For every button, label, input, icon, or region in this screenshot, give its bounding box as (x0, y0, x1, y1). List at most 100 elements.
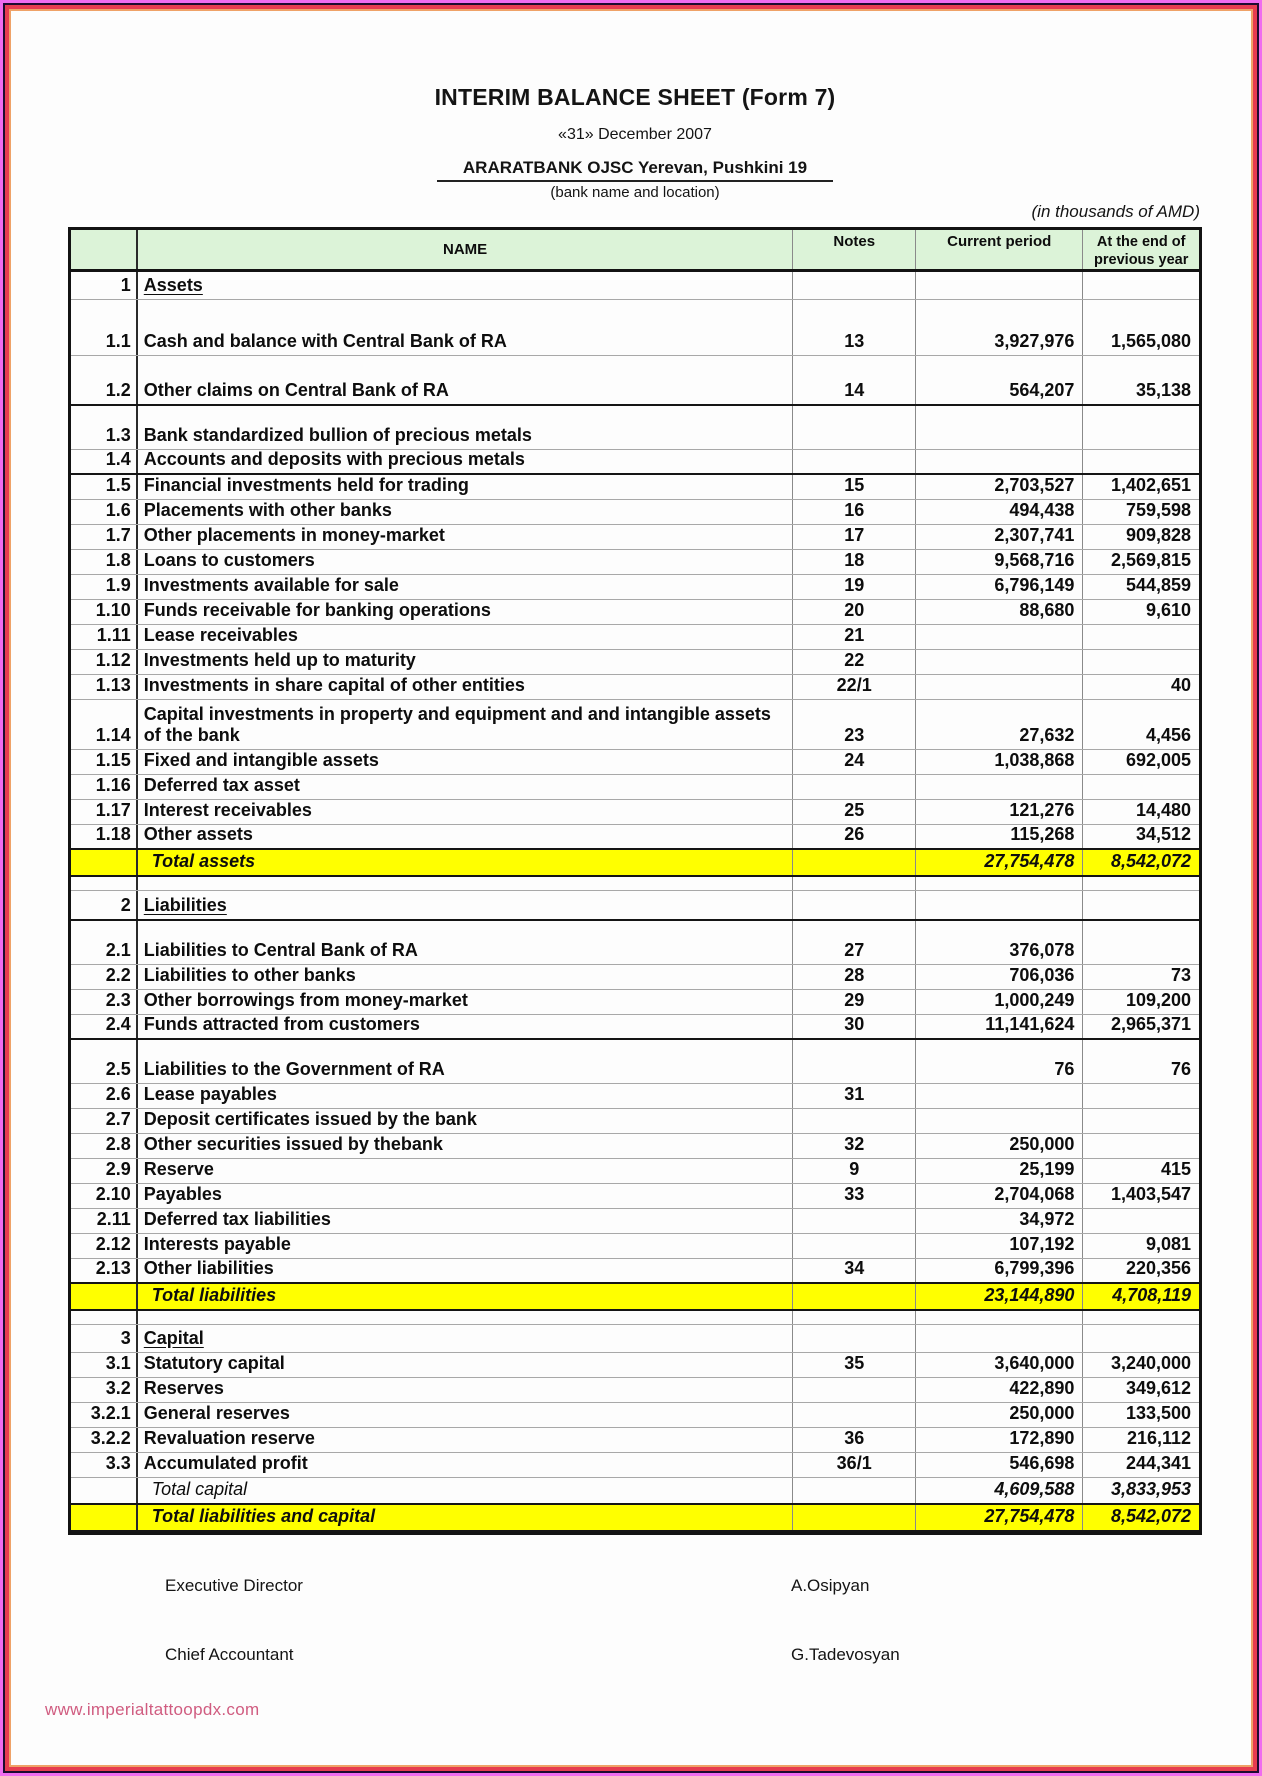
row-notes-cell: 27 (792, 921, 915, 965)
table-row: 1.11 Lease receivables 21 (71, 625, 1199, 651)
row-name-cell: Investments available for sale (135, 575, 793, 600)
row-notes-cell: 32 (792, 1134, 915, 1159)
table-row: 2.9 Reserve 9 25,199 415 (71, 1159, 1199, 1185)
row-name-cell: Investments in share capital of other en… (135, 675, 793, 700)
row-previous-year-cell (1082, 1311, 1199, 1325)
row-current-period-cell: 2,703,527 (914, 475, 1082, 500)
row-name-cell: Revaluation reserve (135, 1428, 793, 1453)
row-current-period-cell (914, 272, 1082, 300)
row-name-cell: Lease receivables (135, 625, 793, 650)
table-row: 2.5 Liabilities to the Government of RA 76… (71, 1040, 1199, 1085)
table-row: 1.6 Placements with other banks 16 494,438 7… (71, 500, 1199, 526)
header-cell-current: Current period (915, 230, 1082, 270)
row-current-period-cell: 3,927,976 (914, 300, 1082, 356)
row-name-cell: Deferred tax asset (135, 775, 793, 800)
row-number-cell: 2.9 (105, 1159, 131, 1180)
table-row: Total liabilities and capital 27,754,478 8… (71, 1505, 1199, 1533)
bank-name-caption: (bank name and location) (550, 184, 720, 201)
row-current-period-cell (914, 1311, 1082, 1325)
table-row: Total capital 4,609,588 3,833,953 (71, 1478, 1199, 1506)
row-previous-year-cell (1082, 1325, 1199, 1353)
row-current-period-cell (914, 877, 1082, 891)
row-current-period-cell (914, 406, 1082, 450)
row-name-cell: Lease payables (135, 1084, 793, 1109)
row-previous-year-cell (1082, 921, 1199, 965)
row-name-cell: Deferred tax liabilities (135, 1209, 793, 1234)
row-number-cell: 1.8 (105, 550, 131, 571)
page-title: INTERIM BALANCE SHEET (Form 7) (434, 84, 836, 110)
row-notes-cell: 28 (792, 965, 915, 990)
table-row: 1.3 Bank standardized bullion of precious… (71, 406, 1199, 451)
row-name-cell: Interests payable (135, 1234, 793, 1259)
row-previous-year-cell: 1,565,080 (1082, 300, 1199, 356)
signature-role-chief-accountant: Chief Accountant (165, 1645, 294, 1664)
table-row: 3.2 Reserves 422,890 349,612 (71, 1378, 1199, 1404)
row-name-cell: Assets (135, 272, 793, 300)
table-row: 1.10 Funds receivable for banking operati… (71, 600, 1199, 626)
report-date: «31» December 2007 (558, 126, 712, 143)
row-name-cell: Statutory capital (135, 1353, 793, 1378)
row-notes-cell: 23 (792, 700, 915, 750)
row-notes-cell: 22 (792, 650, 915, 675)
row-name-cell: Funds attracted from customers (135, 1015, 793, 1039)
row-previous-year-cell (1082, 1209, 1199, 1234)
row-notes-cell (792, 877, 915, 891)
row-notes-cell (792, 1378, 915, 1403)
row-current-period-cell: 3,640,000 (914, 1353, 1082, 1378)
watermark-url: www.imperialtattoopdx.com (45, 1700, 260, 1719)
header-cell-previous: At the end of previous year (1082, 230, 1199, 270)
table-row: 2.6 Lease payables 31 (71, 1084, 1199, 1110)
row-current-period-cell: 6,796,149 (914, 575, 1082, 600)
row-current-period-cell (914, 891, 1082, 920)
row-current-period-cell (914, 650, 1082, 675)
row-name-cell: Placements with other banks (135, 500, 793, 525)
row-name-cell: Fixed and intangible assets (135, 750, 793, 775)
row-notes-cell (792, 1234, 915, 1259)
row-name-cell: Liabilities to the Government of RA (135, 1040, 793, 1084)
row-number-cell (71, 1478, 136, 1503)
row-notes-cell: 17 (792, 525, 915, 550)
row-notes-cell (792, 1325, 915, 1353)
table-row: 2.12 Interests payable 107,192 9,081 (71, 1234, 1199, 1260)
row-current-period-cell: 494,438 (914, 500, 1082, 525)
table-row: 1.16 Deferred tax asset (71, 775, 1199, 801)
row-previous-year-cell: 909,828 (1082, 525, 1199, 550)
row-name-cell: Total capital (135, 1478, 793, 1504)
row-name-cell: General reserves (135, 1403, 793, 1428)
row-previous-year-cell (1082, 1109, 1199, 1134)
header-cell-notes: Notes (792, 230, 915, 270)
row-notes-cell: 22/1 (792, 675, 915, 700)
row-number-cell: 3.2 (105, 1378, 131, 1399)
row-number-cell: 1.16 (95, 775, 131, 796)
row-notes-cell: 16 (792, 500, 915, 525)
balance-sheet-table: NAME Notes Current period At the end of … (68, 227, 1202, 1536)
row-notes-cell (792, 1209, 915, 1234)
row-previous-year-cell: 4,456 (1082, 700, 1199, 750)
row-name-cell: Other assets (135, 825, 793, 849)
row-current-period-cell: 250,000 (914, 1134, 1082, 1159)
bank-name: ARARATBANK OJSC Yerevan, Pushkini 19 (436, 158, 834, 182)
row-notes-cell: 14 (792, 356, 915, 405)
row-current-period-cell: 546,698 (914, 1453, 1082, 1478)
row-number-cell: 3 (120, 1328, 131, 1349)
row-previous-year-cell: 4,708,119 (1082, 1284, 1199, 1310)
row-notes-cell (792, 1505, 915, 1531)
row-previous-year-cell: 14,480 (1082, 800, 1199, 825)
table-row: 1.1 Cash and balance with Central Bank of… (71, 300, 1199, 357)
row-previous-year-cell: 35,138 (1082, 356, 1199, 405)
row-notes-cell (792, 1040, 915, 1084)
row-previous-year-cell: 76 (1082, 1040, 1199, 1084)
table-row: 3.2.1 General reserves 250,000 133,500 (71, 1403, 1199, 1429)
row-previous-year-cell: 759,598 (1082, 500, 1199, 525)
table-row: 1.5 Financial investments held for tradin… (71, 475, 1199, 501)
table-row: 1.2 Other claims on Central Bank of RA 14 5… (71, 356, 1199, 407)
row-current-period-cell: 34,972 (914, 1209, 1082, 1234)
row-notes-cell: 34 (792, 1259, 915, 1283)
row-previous-year-cell: 244,341 (1082, 1453, 1199, 1478)
row-current-period-cell (914, 675, 1082, 700)
table-row: 2.13 Other liabilities 34 6,799,396 220,356 (71, 1259, 1199, 1285)
row-notes-cell: 36 (792, 1428, 915, 1453)
row-number-cell: 1.3 (105, 425, 131, 446)
row-name-cell: Liabilities (135, 891, 793, 920)
